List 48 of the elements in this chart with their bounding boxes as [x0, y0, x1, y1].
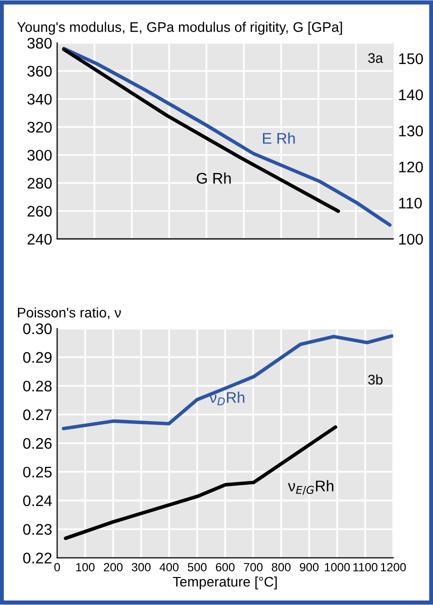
x-tick-label: 300 [132, 562, 151, 572]
y-tick-label: 0.28 [23, 380, 52, 392]
y-tick-label: 240 [28, 234, 52, 245]
line-series [62, 334, 394, 430]
chart-title: Young's modulus, E, GPa modulus of rigitity, G [GPa] [17, 22, 342, 35]
y-tick-label: 0.27 [23, 409, 52, 420]
x-tick-label: 1100 [353, 562, 378, 572]
x-axis-title: Temperature [°C] [172, 576, 277, 590]
series-label: ν$_{E/G}$Rh [288, 480, 334, 495]
x-tick-label: 0 [54, 562, 60, 572]
x-tick-label: 500 [188, 562, 207, 572]
y-tick-label: 380 [27, 38, 52, 49]
x-tick-label: 800 [272, 562, 291, 572]
y-tick-label: 360 [27, 66, 52, 77]
y-tick-label: 340 [27, 94, 52, 105]
y-tick-label: 280 [28, 178, 52, 189]
line-series [62, 46, 392, 227]
y-tick-label: 320 [27, 122, 52, 133]
line-series [64, 425, 338, 540]
y-tick-label: 0.25 [23, 466, 52, 478]
y2-tick-label: 120 [399, 162, 423, 172]
y2-tick-label: 140 [399, 89, 423, 100]
y-tick-label: 260 [28, 206, 52, 217]
series-label: G Rh [196, 172, 231, 184]
chart-title: Poisson's ratio, ν [18, 307, 121, 320]
y-tick-label: 0.30 [23, 323, 52, 334]
y-tick-label: 0.22 [23, 552, 52, 564]
x-tick-label: 100 [76, 562, 95, 572]
y2-tick-label: 100 [399, 234, 423, 245]
series-label: E Rh [263, 132, 295, 144]
y2-tick-label: 130 [399, 126, 423, 136]
y-tick-label: 0.26 [23, 438, 52, 449]
x-tick-label: 200 [104, 562, 123, 572]
x-tick-label: 900 [300, 562, 319, 572]
x-tick-label: 700 [244, 562, 263, 572]
x-tick-label: 400 [160, 562, 179, 572]
x-tick-label: 1000 [324, 562, 350, 572]
y-tick-label: 0.23 [23, 524, 52, 535]
y-tick-label: 0.29 [23, 352, 52, 363]
y2-tick-label: 110 [399, 198, 422, 209]
x-tick-label: 600 [216, 562, 235, 572]
y-tick-label: 300 [27, 150, 52, 161]
y2-tick-label: 150 [399, 53, 423, 64]
y-tick-label: 0.24 [23, 495, 52, 506]
annotation: 3a [368, 53, 384, 63]
x-tick-label: 1200 [380, 562, 406, 572]
annotation: 3b [368, 374, 383, 385]
line-series [62, 48, 340, 213]
